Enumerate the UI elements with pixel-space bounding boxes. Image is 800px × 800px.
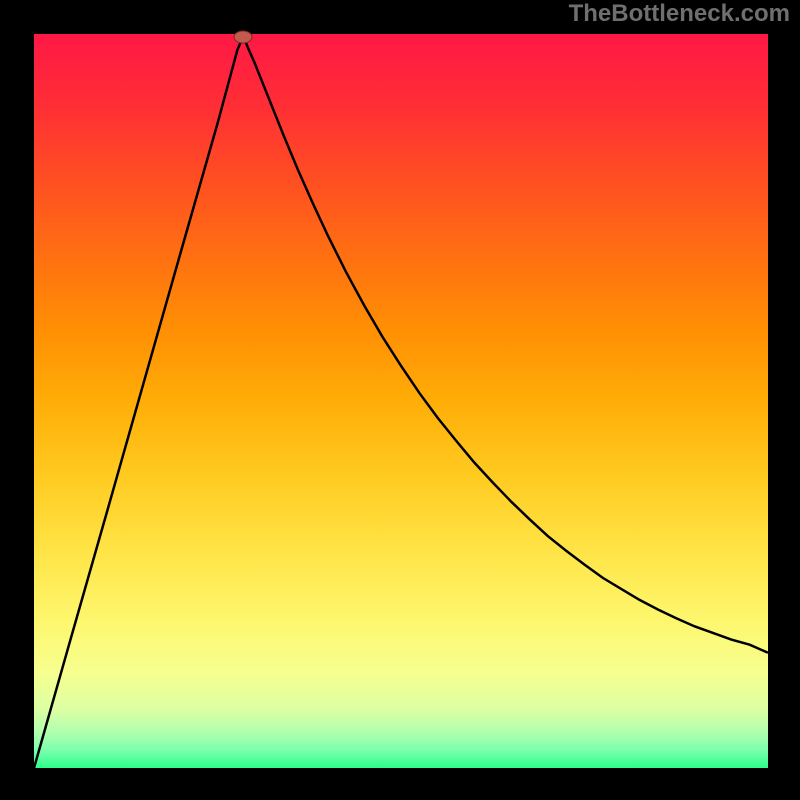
- curve-layer: [34, 34, 768, 768]
- watermark-text: TheBottleneck.com: [569, 0, 790, 28]
- chart-canvas: TheBottleneck.com: [0, 0, 800, 800]
- min-marker-shape: [234, 31, 252, 43]
- plot-area: [34, 34, 768, 768]
- bottleneck-curve: [34, 36, 768, 768]
- min-marker: [232, 29, 254, 45]
